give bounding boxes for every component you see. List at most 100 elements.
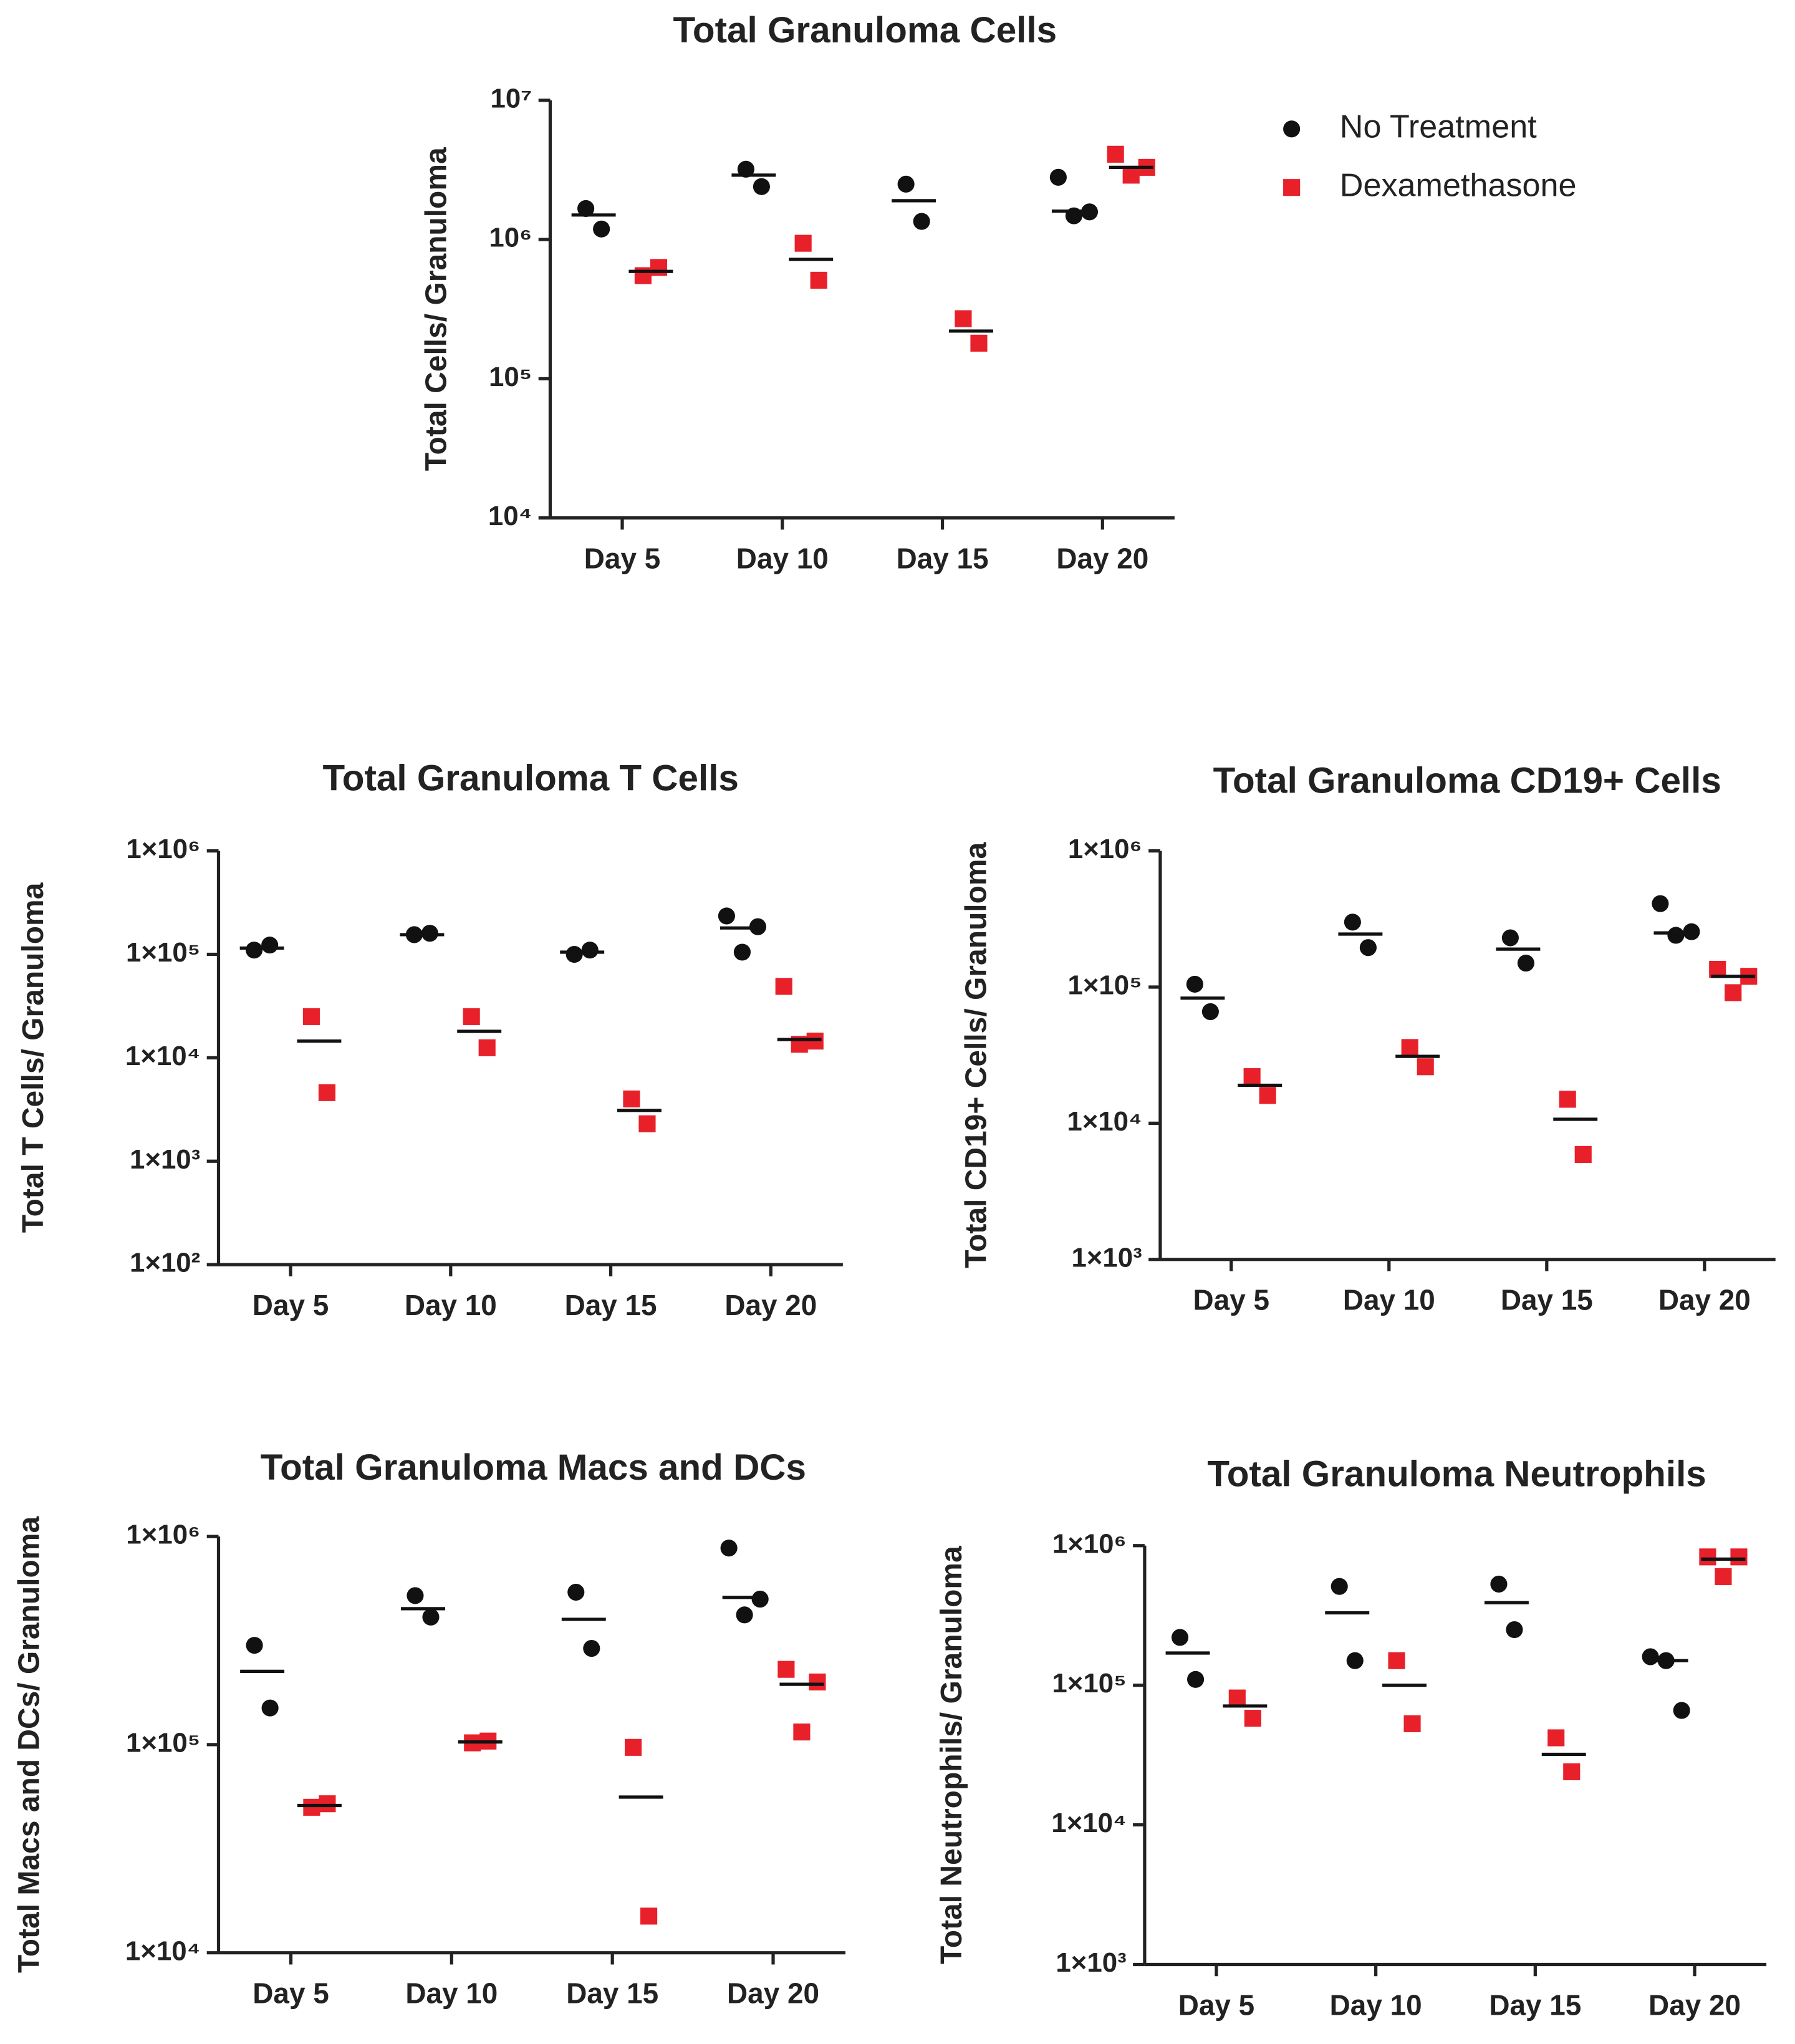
y-tick-label: 10⁵ — [489, 362, 532, 392]
data-point — [1388, 1652, 1405, 1669]
data-point — [640, 1907, 658, 1925]
y-tick-label: 1×10³ — [1071, 1242, 1142, 1273]
x-tick-label: Day 15 — [1489, 1989, 1581, 2021]
data-point — [913, 213, 930, 230]
y-tick-label: 10⁶ — [489, 223, 532, 253]
data-point — [1547, 1729, 1565, 1747]
data-point — [1642, 1648, 1659, 1666]
data-point — [650, 259, 667, 276]
y-tick-label: 1×10⁴ — [125, 1041, 200, 1071]
chart-title: Total Granuloma Cells — [673, 10, 1057, 51]
data-point — [577, 200, 595, 217]
data-point — [246, 1637, 263, 1654]
data-point — [1228, 1689, 1246, 1707]
data-point — [319, 1795, 336, 1813]
x-tick-label: Day 10 — [405, 1977, 498, 2010]
x-tick-label: Day 10 — [1343, 1284, 1435, 1316]
y-tick-label: 1×10⁵ — [126, 1727, 200, 1758]
data-point — [1715, 1568, 1732, 1585]
x-tick-label: Day 20 — [1648, 1989, 1741, 2021]
data-point — [1401, 1039, 1418, 1056]
data-point — [1730, 1548, 1748, 1566]
y-tick-label: 1×10⁶ — [126, 834, 200, 864]
data-point — [422, 1608, 440, 1626]
data-point — [1517, 955, 1535, 972]
data-point — [1259, 1087, 1276, 1104]
data-point — [634, 267, 652, 284]
y-tick-label: 1×10⁵ — [126, 937, 200, 968]
y-tick-label: 1×10⁴ — [1051, 1808, 1126, 1838]
data-point — [1667, 927, 1685, 944]
data-point — [718, 907, 735, 925]
data-point — [1107, 145, 1124, 163]
x-tick-label: Day 20 — [724, 1289, 817, 1321]
data-point — [583, 1639, 600, 1657]
y-tick-label: 1×10⁶ — [1068, 834, 1142, 864]
data-point — [1563, 1763, 1581, 1780]
data-point — [1403, 1715, 1421, 1732]
y-tick-label: 1×10⁵ — [1052, 1668, 1126, 1699]
data-point — [751, 1591, 769, 1608]
x-tick-label: Day 10 — [736, 542, 829, 575]
y-tick-label: 1×10⁴ — [1067, 1106, 1142, 1137]
data-point — [1344, 914, 1361, 931]
x-tick-label: Day 10 — [405, 1289, 497, 1321]
data-point — [246, 942, 263, 959]
x-tick-label: Day 15 — [566, 1977, 658, 2010]
data-point — [955, 310, 972, 327]
data-point — [794, 234, 812, 252]
data-point — [318, 1084, 336, 1101]
data-point — [1201, 1003, 1219, 1020]
y-axis-label: Total Neutrophils/ Granuloma — [935, 1546, 968, 1964]
data-point — [463, 1008, 480, 1025]
y-tick-label: 10⁷ — [490, 83, 532, 113]
data-point — [623, 1090, 640, 1107]
y-tick-label: 1×10⁶ — [1052, 1528, 1127, 1559]
legend-marker — [1283, 179, 1301, 196]
chart-title: Total Granuloma Macs and DCs — [261, 1447, 806, 1488]
data-point — [736, 1606, 753, 1624]
data-point — [1186, 975, 1203, 993]
data-point — [638, 1115, 656, 1132]
data-point — [1501, 929, 1519, 947]
data-point — [1725, 984, 1742, 1001]
legend-label: Dexamethasone — [1340, 167, 1577, 203]
y-axis-label: Total Cells/ Granuloma — [420, 147, 453, 471]
y-tick-label: 1×10³ — [1056, 1947, 1126, 1978]
data-point — [302, 1008, 320, 1025]
data-point — [970, 334, 988, 352]
data-point — [1243, 1068, 1261, 1086]
data-point — [581, 942, 599, 959]
data-point — [897, 175, 915, 193]
data-point — [407, 1587, 424, 1604]
y-tick-label: 10⁴ — [488, 501, 532, 531]
data-point — [1359, 939, 1377, 957]
x-tick-label: Day 20 — [1658, 1284, 1751, 1316]
x-tick-label: Day 15 — [1501, 1284, 1593, 1316]
x-tick-label: Day 15 — [565, 1289, 657, 1321]
y-tick-label: 1×10⁵ — [1067, 970, 1142, 1001]
x-tick-label: Day 5 — [253, 1977, 329, 2010]
data-point — [1506, 1621, 1523, 1639]
x-tick-label: Day 20 — [1056, 542, 1148, 575]
data-point — [1417, 1058, 1434, 1076]
y-axis-label: Total T Cells/ Granuloma — [17, 882, 50, 1233]
x-tick-label: Day 5 — [253, 1289, 329, 1321]
data-point — [1122, 166, 1140, 184]
x-tick-label: Day 5 — [1178, 1989, 1254, 2021]
data-point — [478, 1039, 496, 1056]
chart-title: Total Granuloma CD19+ Cells — [1213, 761, 1721, 801]
y-tick-label: 1×10⁶ — [126, 1520, 200, 1550]
data-point — [1187, 1670, 1205, 1688]
chart-title: Total Granuloma T Cells — [322, 758, 738, 798]
data-point — [593, 220, 610, 238]
data-point — [777, 1661, 795, 1678]
data-point — [1652, 895, 1669, 912]
data-point — [625, 1738, 642, 1756]
data-point — [737, 160, 754, 178]
data-point — [810, 271, 827, 289]
data-point — [733, 943, 751, 961]
data-point — [1699, 1548, 1716, 1566]
data-point — [1673, 1702, 1690, 1719]
